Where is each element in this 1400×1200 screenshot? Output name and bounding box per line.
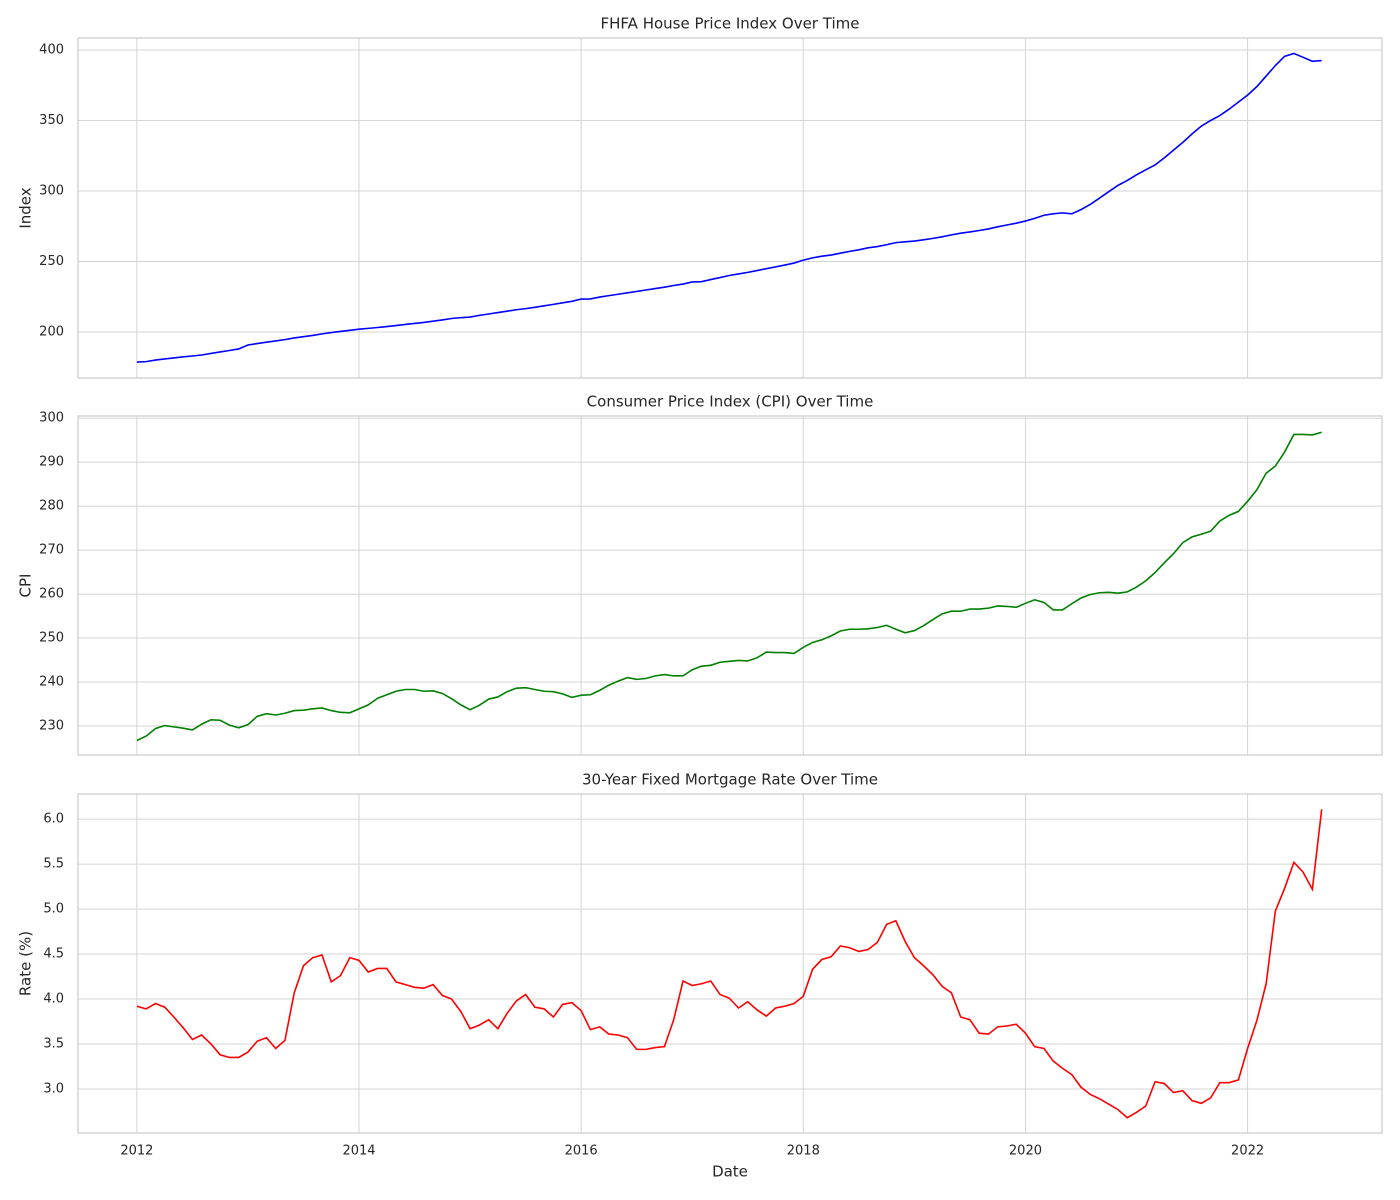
data-line xyxy=(136,52,1322,363)
y-tick-label: 3.5 xyxy=(43,1036,64,1051)
y-tick-label: 300 xyxy=(39,411,64,426)
y-axis-label: CPI xyxy=(17,574,35,598)
x-axis-label: Date xyxy=(712,1163,748,1181)
y-tick-label: 5.0 xyxy=(43,902,64,917)
x-tick-label: 2022 xyxy=(1231,1144,1264,1159)
x-tick-label: 2014 xyxy=(342,1144,375,1159)
y-axis-label: Rate (%) xyxy=(17,931,35,996)
y-tick-label: 4.0 xyxy=(43,992,64,1007)
y-tick-label: 270 xyxy=(39,543,64,558)
y-tick-label: 350 xyxy=(39,113,64,128)
y-tick-label: 3.0 xyxy=(43,1081,64,1096)
axes-frame xyxy=(77,793,1383,1134)
y-tick-label: 250 xyxy=(39,254,64,269)
y-tick-label: 4.5 xyxy=(43,947,64,962)
data-line xyxy=(136,431,1322,742)
x-tick-label: 2018 xyxy=(787,1144,820,1159)
y-tick-label: 400 xyxy=(39,42,64,57)
x-tick-label: 2012 xyxy=(120,1144,153,1159)
y-tick-label: 250 xyxy=(39,631,64,646)
y-tick-label: 230 xyxy=(39,718,64,733)
chart-title: FHFA House Price Index Over Time xyxy=(601,15,860,33)
chart-title: 30-Year Fixed Mortgage Rate Over Time xyxy=(582,771,878,789)
axes-frame xyxy=(77,37,1383,379)
x-tick-label: 2016 xyxy=(565,1144,598,1159)
y-tick-label: 200 xyxy=(39,325,64,340)
y-tick-label: 290 xyxy=(39,455,64,470)
axes-frame xyxy=(77,415,1383,756)
y-tick-label: 240 xyxy=(39,675,64,690)
y-axis-label: Index xyxy=(17,187,35,228)
x-tick-label: 2020 xyxy=(1009,1144,1042,1159)
y-tick-label: 300 xyxy=(39,184,64,199)
chart-title: Consumer Price Index (CPI) Over Time xyxy=(587,393,874,411)
data-line xyxy=(136,809,1323,1119)
y-tick-label: 5.5 xyxy=(43,857,64,872)
y-tick-label: 280 xyxy=(39,499,64,514)
y-tick-label: 6.0 xyxy=(43,812,64,827)
y-tick-label: 260 xyxy=(39,587,64,602)
